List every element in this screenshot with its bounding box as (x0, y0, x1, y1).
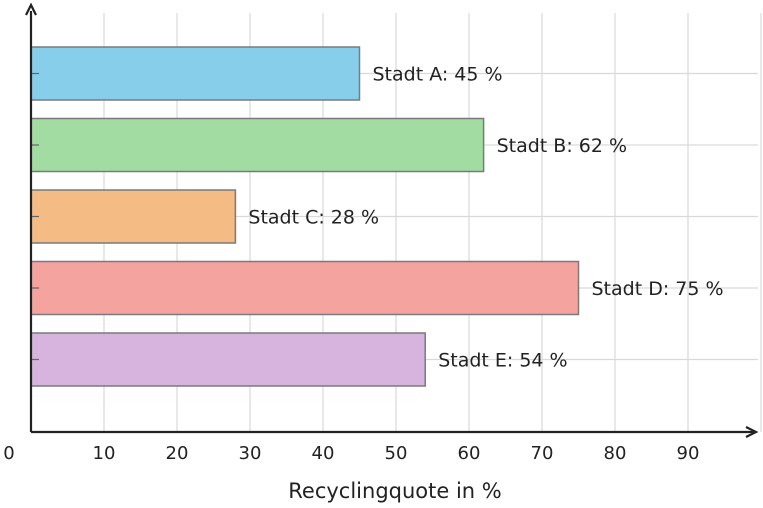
bar-stadt-a (30, 46, 361, 101)
x-axis-arrow (745, 426, 759, 438)
x-tick-label: 20 (166, 443, 189, 464)
axes (25, 2, 759, 438)
x-tick-label: 0 (3, 443, 14, 464)
bar-label: Stadt A: 45 % (373, 64, 503, 86)
x-tick-label: 40 (312, 443, 335, 464)
bar-labels: Stadt A: 45 % Stadt B: 62 % Stadt C: 28 % S… (248, 64, 723, 372)
x-tick-label: 60 (458, 443, 481, 464)
x-tick-label: 50 (385, 443, 408, 464)
bar-stadt-e (30, 332, 426, 387)
bar-label: Stadt E: 54 % (438, 350, 567, 372)
bar-label: Stadt B: 62 % (497, 135, 627, 157)
x-tick-label: 70 (531, 443, 554, 464)
bar-label: Stadt D: 75 % (592, 278, 724, 300)
y-axis-arrow (25, 2, 37, 16)
x-tick-label: 30 (239, 443, 262, 464)
x-tick-label: 80 (604, 443, 627, 464)
bar-label: Stadt C: 28 % (248, 207, 379, 229)
bar-stadt-c (30, 189, 237, 244)
x-tick-label: 10 (93, 443, 116, 464)
x-axis-title: Recyclingquote in % (288, 479, 502, 503)
bar-stadt-b (30, 117, 485, 173)
bar-stadt-d (30, 260, 580, 316)
x-tick-label: 90 (677, 443, 700, 464)
x-ticks: 0 10 20 30 40 50 60 70 80 90 (3, 443, 699, 464)
bars (30, 46, 580, 387)
